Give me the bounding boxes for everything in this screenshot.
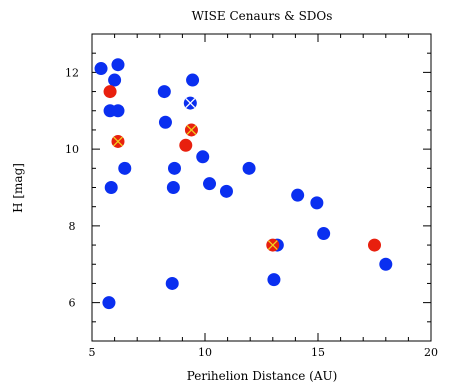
data-points: [94, 58, 393, 310]
data-point: [104, 181, 118, 194]
data-point: [157, 85, 171, 99]
data-point-marker: [368, 238, 381, 252]
data-point: [111, 134, 125, 148]
plot-frame: [91, 33, 432, 342]
data-point: [291, 188, 305, 202]
chart-title: WISE Cenaurs & SDOs: [192, 9, 333, 23]
tick-labels: 5 10 15 20 6 8 10 12: [65, 66, 438, 359]
data-point-marker: [104, 181, 118, 194]
x-axis-label: Perihelion Distance (AU): [187, 369, 338, 383]
x-tick-label: 10: [198, 346, 212, 359]
data-point-marker: [157, 85, 171, 99]
data-point-marker: [111, 58, 125, 72]
data-point-marker: [108, 73, 122, 87]
data-point-marker: [158, 115, 172, 129]
data-point-marker: [317, 227, 331, 241]
data-point: [186, 73, 200, 87]
x-tick-label: 5: [89, 346, 96, 359]
data-point-marker: [196, 150, 210, 164]
x-tick-label: 15: [311, 346, 325, 359]
data-point-marker: [291, 188, 305, 202]
data-point: [102, 296, 116, 310]
data-point-marker: [118, 161, 132, 175]
data-point-marker: [267, 273, 281, 287]
data-point: [179, 138, 193, 152]
axis-ticks: [91, 33, 432, 342]
data-point-marker: [219, 184, 233, 198]
data-point: [310, 196, 324, 210]
data-point: [183, 96, 197, 110]
data-point: [242, 161, 256, 175]
data-point: [103, 85, 117, 99]
x-tick-label: 20: [424, 346, 438, 359]
cross-mark: [113, 136, 123, 147]
data-point: [266, 238, 280, 252]
y-tick-label: 8: [69, 220, 76, 233]
y-tick-label: 6: [69, 297, 76, 310]
data-point-marker: [179, 138, 193, 152]
data-point: [184, 123, 198, 137]
y-tick-label: 10: [65, 143, 79, 156]
data-point-marker: [167, 161, 181, 175]
cross-mark: [267, 240, 278, 251]
data-point-marker: [203, 177, 217, 191]
data-point: [118, 161, 132, 175]
data-point: [94, 62, 108, 76]
data-point-marker: [166, 181, 180, 194]
data-point: [196, 150, 210, 164]
data-point: [267, 273, 281, 287]
data-point: [379, 257, 393, 271]
cross-mark: [186, 124, 197, 135]
data-point-marker: [242, 161, 256, 175]
data-point: [166, 181, 180, 194]
data-point-marker: [103, 85, 117, 99]
data-point: [111, 104, 125, 118]
data-point-marker: [379, 257, 393, 271]
data-point-marker: [111, 104, 125, 118]
data-point: [111, 58, 125, 72]
data-point-marker: [186, 73, 200, 87]
data-point: [165, 276, 179, 290]
cross-mark: [185, 98, 196, 109]
data-point: [219, 184, 233, 198]
y-tick-label: 12: [65, 66, 79, 79]
data-point-marker: [94, 62, 108, 76]
data-point-marker: [310, 196, 324, 210]
data-point: [368, 238, 381, 252]
data-point: [158, 115, 172, 129]
data-point: [108, 73, 122, 87]
data-point: [167, 161, 181, 175]
data-point-marker: [165, 276, 179, 290]
y-axis-label: H [mag]: [11, 163, 25, 213]
data-point: [203, 177, 217, 191]
data-point-marker: [102, 296, 116, 310]
data-point: [317, 227, 331, 241]
